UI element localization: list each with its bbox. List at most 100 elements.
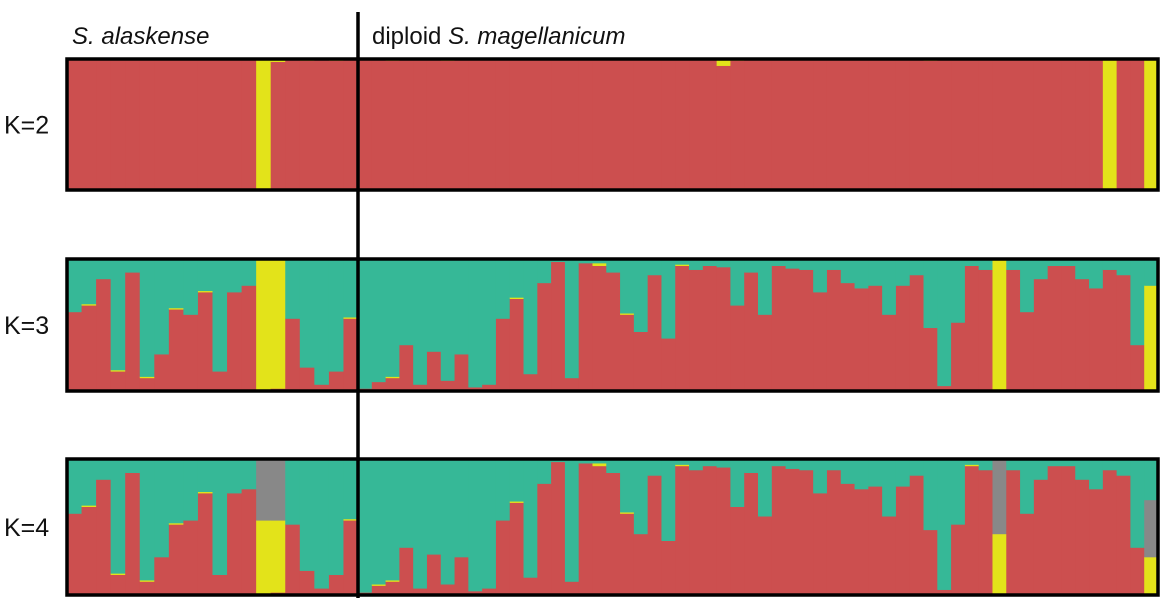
bar-k2-ind62-red [923, 60, 938, 191]
bar-k3-ind58-red [868, 285, 883, 392]
bar-k2-ind50-red [758, 59, 773, 191]
bar-k3-ind47-red [716, 266, 732, 392]
bar-k3-ind4-green [110, 259, 126, 371]
bar-k4-ind7-green [154, 459, 170, 558]
bar-k3-ind45-green [689, 259, 704, 270]
bar-k2-ind49-red [744, 59, 759, 191]
bar-k2-ind18-red [314, 59, 330, 191]
bar-k3-ind26-green [426, 259, 442, 352]
bar-k4-ind55-green [826, 459, 842, 471]
bar-k3-ind4-yellow [110, 369, 126, 372]
bar-k4-ind8-red [168, 524, 184, 596]
bar-k2-ind40-red [620, 59, 635, 191]
bar-k2-ind43-red [661, 59, 676, 191]
bar-k4-ind33-red [523, 577, 538, 596]
bar-k4-ind72-red [1061, 465, 1076, 596]
bar-k4-ind22-yellow [371, 584, 387, 586]
bar-k2-ind47-yellow [716, 59, 732, 66]
bar-k3-ind32-green [509, 259, 525, 298]
bar-k4-ind38-green [592, 459, 607, 464]
bar-k3-ind53-green [799, 259, 814, 270]
bar-k3-ind69-green [1020, 259, 1035, 313]
bar-k4-ind76-green [1116, 459, 1132, 476]
bar-k4-ind68-green [1006, 459, 1021, 471]
bar-k2-ind27-red [440, 60, 456, 191]
bar-k2-ind63-red [937, 59, 952, 191]
bar-k4-ind9-green [183, 459, 199, 521]
bar-k4-ind6-green [139, 459, 155, 581]
bar-k2-ind4-red [110, 59, 126, 191]
bar-k3-ind20-yellow [343, 317, 359, 319]
bar-k2-ind1-red [67, 59, 83, 191]
bar-k2-ind24-red [399, 59, 414, 191]
bar-k3-ind12-red [227, 292, 243, 392]
bar-k2-ind72-red [1061, 59, 1076, 191]
bar-k3-ind43-green [661, 259, 676, 339]
bar-k3-ind8-yellow [168, 307, 184, 310]
bar-k3-ind56-red [840, 282, 856, 392]
bar-k3-ind36-red [564, 377, 580, 392]
bar-k2-ind42-red [647, 59, 663, 191]
bar-k3-ind2-red [81, 305, 97, 392]
bar-k3-ind38-red [592, 265, 607, 392]
bar-k3-ind40-green [620, 259, 635, 314]
bar-k4-ind74-red [1089, 488, 1104, 596]
bar-k4-ind75-green [1102, 459, 1118, 471]
bar-k4-ind78-green [1144, 459, 1159, 501]
bar-k4-ind17-green [299, 459, 315, 571]
bar-k3-ind38-yellow [592, 262, 607, 266]
bar-k4-ind19-green [328, 459, 345, 575]
bar-k4-ind33-green [523, 459, 538, 578]
bar-k2-ind20-red [343, 59, 359, 191]
bar-k3-ind17-green [299, 259, 315, 368]
bar-k3-ind59-green [882, 259, 897, 315]
bar-k4-ind44-yellow [675, 464, 690, 467]
bar-k3-ind77-red [1130, 344, 1145, 392]
bar-k4-ind10-green [197, 459, 214, 493]
bar-k3-ind71-red [1047, 265, 1063, 392]
bar-k4-ind38-red [592, 465, 607, 596]
bar-k2-ind61-red [909, 59, 925, 191]
bar-k2-ind44-red [675, 59, 690, 191]
bar-k2-ind19-red [328, 60, 345, 191]
bar-k2-ind70-red [1033, 59, 1049, 191]
bar-k4-ind54-red [813, 493, 828, 596]
bar-k3-ind2-green [81, 259, 97, 305]
bar-k3-ind6-red [139, 377, 155, 392]
bar-k2-ind23-red [385, 60, 400, 191]
bar-k4-ind75-red [1102, 469, 1118, 596]
bar-k4-ind14-yellow [256, 520, 272, 596]
bar-k4-ind78-yellow [1144, 556, 1159, 596]
bar-k4-ind1-red [67, 513, 83, 596]
bar-k3-ind30-red [482, 384, 497, 392]
bar-k3-ind69-red [1020, 311, 1035, 392]
bar-k3-ind38-green [592, 259, 607, 264]
bar-k4-ind44-red [675, 465, 690, 596]
bar-k3-ind57-green [854, 259, 869, 289]
bar-k4-ind49-green [744, 459, 759, 473]
bar-k4-ind24-green [399, 459, 414, 548]
bar-k4-ind31-green [495, 459, 511, 521]
bar-k3-ind16-red [285, 318, 301, 392]
bar-k4-ind64-red [951, 524, 966, 596]
bar-k2-ind25-red [413, 59, 428, 191]
bar-k4-ind37-green [578, 459, 594, 464]
bar-k2-ind33-red [523, 59, 538, 191]
bar-k4-ind3-red [96, 479, 112, 596]
bar-k3-ind54-green [813, 259, 828, 293]
bar-k4-ind28-green [454, 459, 469, 558]
bar-k2-ind57-red [854, 59, 869, 191]
bar-k2-ind3-red [96, 59, 112, 191]
bar-k4-ind4-red [110, 574, 126, 596]
bar-k2-ind32-red [509, 59, 525, 191]
bar-k2-ind65-red [964, 59, 980, 191]
bar-k4-ind20-yellow [343, 518, 359, 521]
bar-k4-ind40-green [620, 459, 635, 513]
bar-k4-ind49-red [744, 472, 759, 596]
bar-k3-ind59-red [882, 314, 897, 392]
bar-k3-ind11-red [212, 371, 228, 392]
panel-label-k2: K=2 [4, 112, 49, 140]
bar-k4-ind20-red [343, 520, 359, 596]
bar-k3-ind13-green [241, 259, 257, 286]
bar-k3-ind10-green [197, 259, 214, 292]
